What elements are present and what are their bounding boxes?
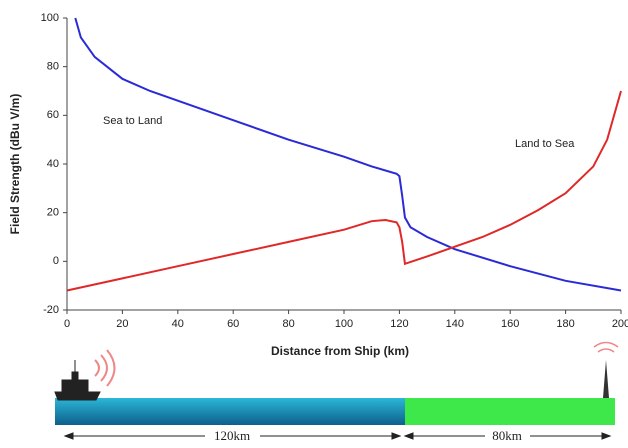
y-tick-label: 80	[47, 61, 59, 73]
y-tick-label: 100	[41, 12, 59, 24]
x-tick-label: 80	[282, 318, 294, 330]
antenna	[603, 360, 609, 398]
x-tick-label: 180	[556, 318, 574, 330]
x-tick-label: 140	[446, 318, 464, 330]
x-axis-title: Distance from Ship (km)	[271, 344, 409, 358]
y-tick-label: 0	[53, 255, 59, 267]
y-tick-label: -20	[43, 304, 59, 316]
antenna-waves	[593, 341, 619, 353]
radio-waves	[94, 349, 116, 387]
sea-distance: 120km	[214, 428, 250, 443]
y-tick-label: 40	[47, 158, 59, 170]
x-tick-label: 200	[612, 318, 628, 330]
y-tick-label: 20	[47, 207, 59, 219]
y-axis-title: Field Strength (dBu V/m)	[8, 94, 22, 235]
x-tick-label: 40	[172, 318, 184, 330]
x-tick-label: 20	[116, 318, 128, 330]
land-distance: 80km	[492, 428, 522, 443]
x-tick-label: 160	[501, 318, 519, 330]
ship	[54, 360, 101, 401]
diagram: 120km 80km	[54, 341, 619, 444]
x-tick-label: 0	[64, 318, 70, 330]
sea	[55, 398, 405, 425]
series-label: Land to Sea	[515, 138, 575, 150]
series-line	[66, 90, 622, 292]
land	[405, 398, 615, 425]
x-tick-label: 100	[335, 318, 353, 330]
x-tick-label: 120	[390, 318, 408, 330]
series-line	[74, 17, 622, 292]
x-tick-label: 60	[227, 318, 239, 330]
series-label: Sea to Land	[103, 115, 162, 127]
y-tick-label: 60	[47, 109, 59, 121]
